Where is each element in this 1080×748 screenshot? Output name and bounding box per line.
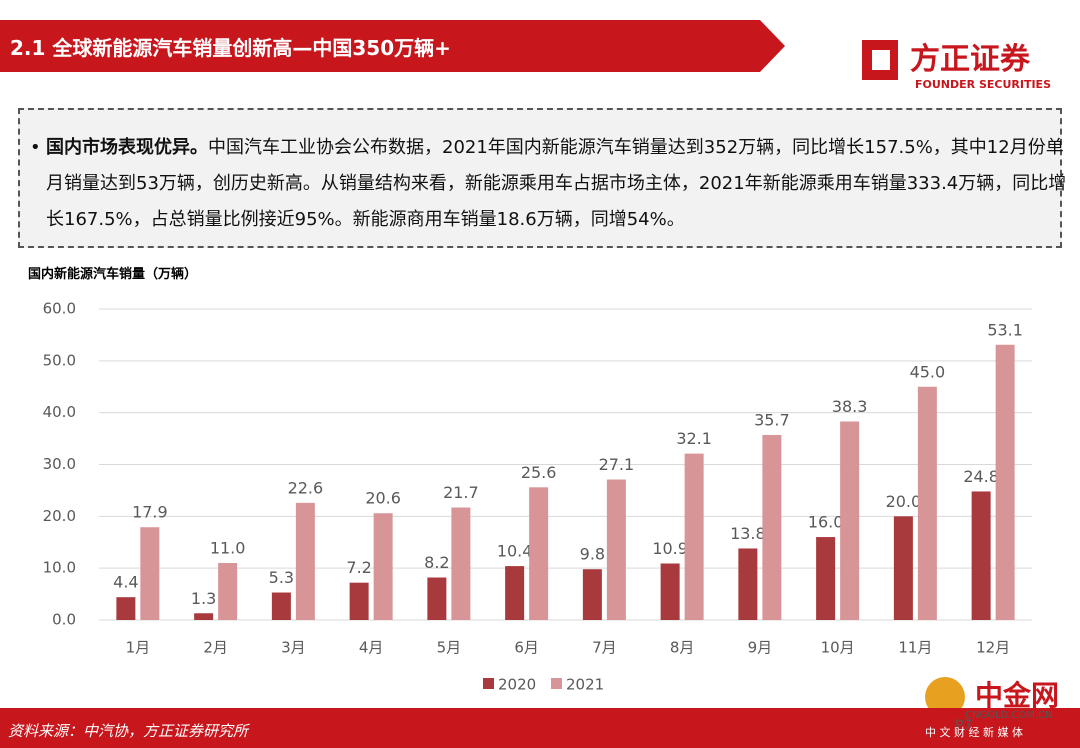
value-label: 16.0 bbox=[808, 513, 844, 532]
bar bbox=[971, 491, 991, 620]
x-tick-label: 1月 bbox=[126, 639, 151, 657]
value-label: 1.3 bbox=[191, 589, 216, 608]
title-banner bbox=[0, 20, 785, 72]
value-label: 25.6 bbox=[521, 463, 557, 482]
value-label: 4.4 bbox=[113, 573, 138, 592]
value-label: 11.0 bbox=[210, 538, 246, 557]
legend-label: 2021 bbox=[566, 676, 604, 694]
summary-lead: 国内市场表现优异。 bbox=[46, 137, 208, 158]
summary: 国内市场表现优异。中国汽车工业协会公布数据，2021年国内新能源汽车销量达到35… bbox=[30, 130, 1071, 238]
x-tick-label: 12月 bbox=[976, 639, 1010, 657]
x-tick-label: 3月 bbox=[281, 639, 306, 657]
logo-name: 方正证券 bbox=[910, 42, 1030, 77]
bar bbox=[738, 548, 758, 620]
bar bbox=[684, 453, 704, 620]
x-tick-label: 6月 bbox=[514, 639, 539, 657]
watermark-url: CNGOLD.COM.CN bbox=[965, 710, 1053, 721]
bar bbox=[529, 487, 549, 620]
watermark-name: 中金网 bbox=[975, 679, 1060, 712]
summary-text: 中国汽车工业协会公布数据，2021年国内新能源汽车销量达到352万辆，同比增长1… bbox=[46, 137, 1067, 230]
bar bbox=[582, 569, 602, 620]
bar bbox=[427, 577, 447, 620]
bar bbox=[116, 597, 136, 620]
watermark-tagline: 中 文 财 经 新 媒 体 bbox=[925, 726, 1023, 739]
value-label: 27.1 bbox=[599, 455, 635, 474]
value-label: 22.6 bbox=[288, 478, 324, 497]
value-label: 20.0 bbox=[886, 492, 922, 511]
y-tick-label: 60.0 bbox=[43, 300, 76, 318]
source: 资料来源：中汽协，方正证券研究所 bbox=[8, 722, 249, 740]
value-label: 32.1 bbox=[676, 429, 712, 448]
value-label: 17.9 bbox=[132, 503, 168, 522]
y-tick-label: 10.0 bbox=[43, 559, 76, 577]
x-tick-label: 9月 bbox=[748, 639, 773, 657]
value-label: 13.8 bbox=[730, 524, 766, 543]
bar bbox=[917, 386, 937, 620]
bar bbox=[349, 582, 369, 620]
bar bbox=[194, 613, 214, 620]
value-label: 35.7 bbox=[754, 410, 790, 429]
footer-bar bbox=[0, 708, 1080, 748]
bar bbox=[606, 479, 626, 620]
value-label: 7.2 bbox=[346, 558, 371, 577]
x-tick-label: 4月 bbox=[359, 639, 384, 657]
value-label: 20.6 bbox=[365, 489, 401, 508]
x-tick-label: 7月 bbox=[592, 639, 617, 657]
legend-swatch bbox=[483, 678, 494, 689]
page-number: P7 bbox=[955, 718, 973, 734]
value-label: 45.0 bbox=[910, 362, 946, 381]
bar bbox=[140, 527, 160, 620]
value-label: 9.8 bbox=[580, 545, 605, 564]
y-tick-label: 50.0 bbox=[43, 351, 76, 369]
logo-subtitle: FOUNDER SECURITIES bbox=[915, 78, 1051, 91]
watermark-icon bbox=[925, 677, 965, 717]
bar bbox=[218, 562, 238, 620]
y-tick-label: 20.0 bbox=[43, 507, 76, 525]
y-tick-label: 30.0 bbox=[43, 455, 76, 473]
slide-title: 2.1 全球新能源汽车销量创新高—中国350万辆+ bbox=[10, 36, 451, 60]
y-tick-label: 0.0 bbox=[52, 611, 76, 629]
chart-title: 国内新能源汽车销量（万辆） bbox=[28, 267, 198, 282]
bar bbox=[271, 592, 291, 620]
value-label: 8.2 bbox=[424, 553, 449, 572]
bar bbox=[295, 502, 315, 620]
value-label: 53.1 bbox=[987, 320, 1023, 339]
x-tick-label: 11月 bbox=[898, 639, 932, 657]
value-label: 21.7 bbox=[443, 483, 479, 502]
x-tick-label: 2月 bbox=[203, 639, 228, 657]
x-tick-label: 8月 bbox=[670, 639, 695, 657]
bar bbox=[451, 507, 471, 620]
logo-icon-inner bbox=[872, 50, 890, 70]
value-label: 5.3 bbox=[269, 568, 294, 587]
bar bbox=[816, 537, 836, 620]
x-tick-label: 5月 bbox=[437, 639, 462, 657]
bar bbox=[893, 516, 913, 620]
bar bbox=[762, 434, 782, 620]
bar bbox=[840, 421, 860, 620]
legend-swatch bbox=[551, 678, 562, 689]
bar bbox=[660, 563, 680, 620]
bar bbox=[995, 344, 1015, 620]
value-label: 10.4 bbox=[497, 542, 533, 561]
y-tick-label: 40.0 bbox=[43, 403, 76, 421]
x-tick-label: 10月 bbox=[821, 639, 855, 657]
bar bbox=[373, 513, 393, 620]
value-label: 24.8 bbox=[963, 467, 999, 486]
bar bbox=[505, 566, 525, 620]
value-label: 38.3 bbox=[832, 397, 868, 416]
legend-label: 2020 bbox=[498, 676, 536, 694]
value-label: 10.9 bbox=[652, 539, 688, 558]
